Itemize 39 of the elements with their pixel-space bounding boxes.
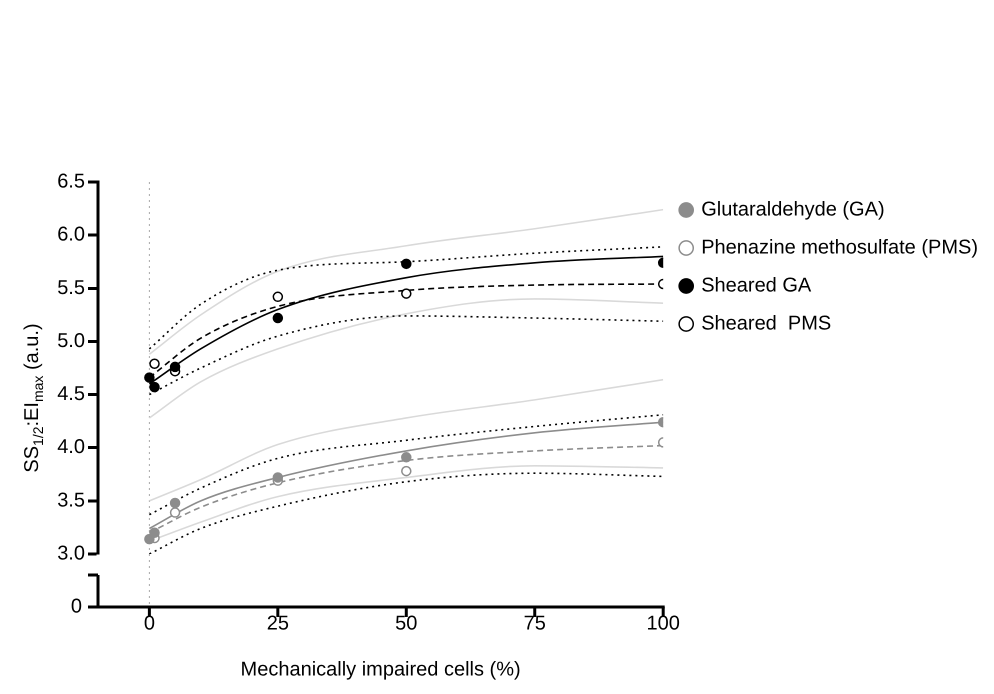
point bbox=[401, 452, 412, 463]
x-tick-label: 50 bbox=[395, 612, 418, 635]
x-tick-label: 25 bbox=[266, 612, 289, 635]
y-tick-label: 5.5 bbox=[57, 276, 85, 299]
point bbox=[170, 362, 180, 372]
line-series bbox=[148, 208, 664, 355]
x-axis-title: Mechanically impaired cells (%) bbox=[240, 658, 521, 681]
point bbox=[401, 288, 412, 299]
line-series bbox=[148, 472, 664, 554]
line-series bbox=[148, 378, 664, 502]
y-tick-label: 5.0 bbox=[57, 330, 85, 352]
point bbox=[401, 466, 412, 476]
y-axis-title: SS1/2:EImax (a.u.) bbox=[21, 323, 46, 473]
y-tick-label: 4.0 bbox=[57, 436, 85, 458]
legend-label: Sheared GA bbox=[701, 274, 812, 297]
point bbox=[401, 258, 412, 270]
text: 0 bbox=[70, 596, 82, 618]
point bbox=[170, 507, 180, 518]
point bbox=[272, 292, 284, 302]
legend-label: Glutaraldehyde (GA) bbox=[701, 198, 885, 221]
line-series bbox=[148, 414, 664, 516]
point bbox=[149, 382, 160, 392]
point bbox=[149, 358, 160, 369]
line-series bbox=[148, 315, 664, 396]
point bbox=[272, 472, 284, 483]
y-tick-label: 4.5 bbox=[57, 383, 85, 406]
point bbox=[170, 498, 180, 508]
x-tick-label: 100 bbox=[646, 612, 680, 635]
point bbox=[149, 527, 160, 538]
point bbox=[272, 312, 284, 324]
line-series bbox=[148, 298, 664, 419]
point bbox=[144, 372, 155, 383]
y-tick-label: 3.0 bbox=[57, 542, 85, 565]
legend-label: Sheared PMS bbox=[701, 312, 832, 335]
y-tick-label: 6.5 bbox=[57, 170, 85, 193]
y-tick-label: 3.5 bbox=[57, 489, 85, 512]
y-tick-label: 6.0 bbox=[57, 224, 85, 246]
legend-label: Phenazine methosulfate (PMS) bbox=[701, 236, 978, 259]
x-tick-label: 75 bbox=[524, 612, 546, 635]
